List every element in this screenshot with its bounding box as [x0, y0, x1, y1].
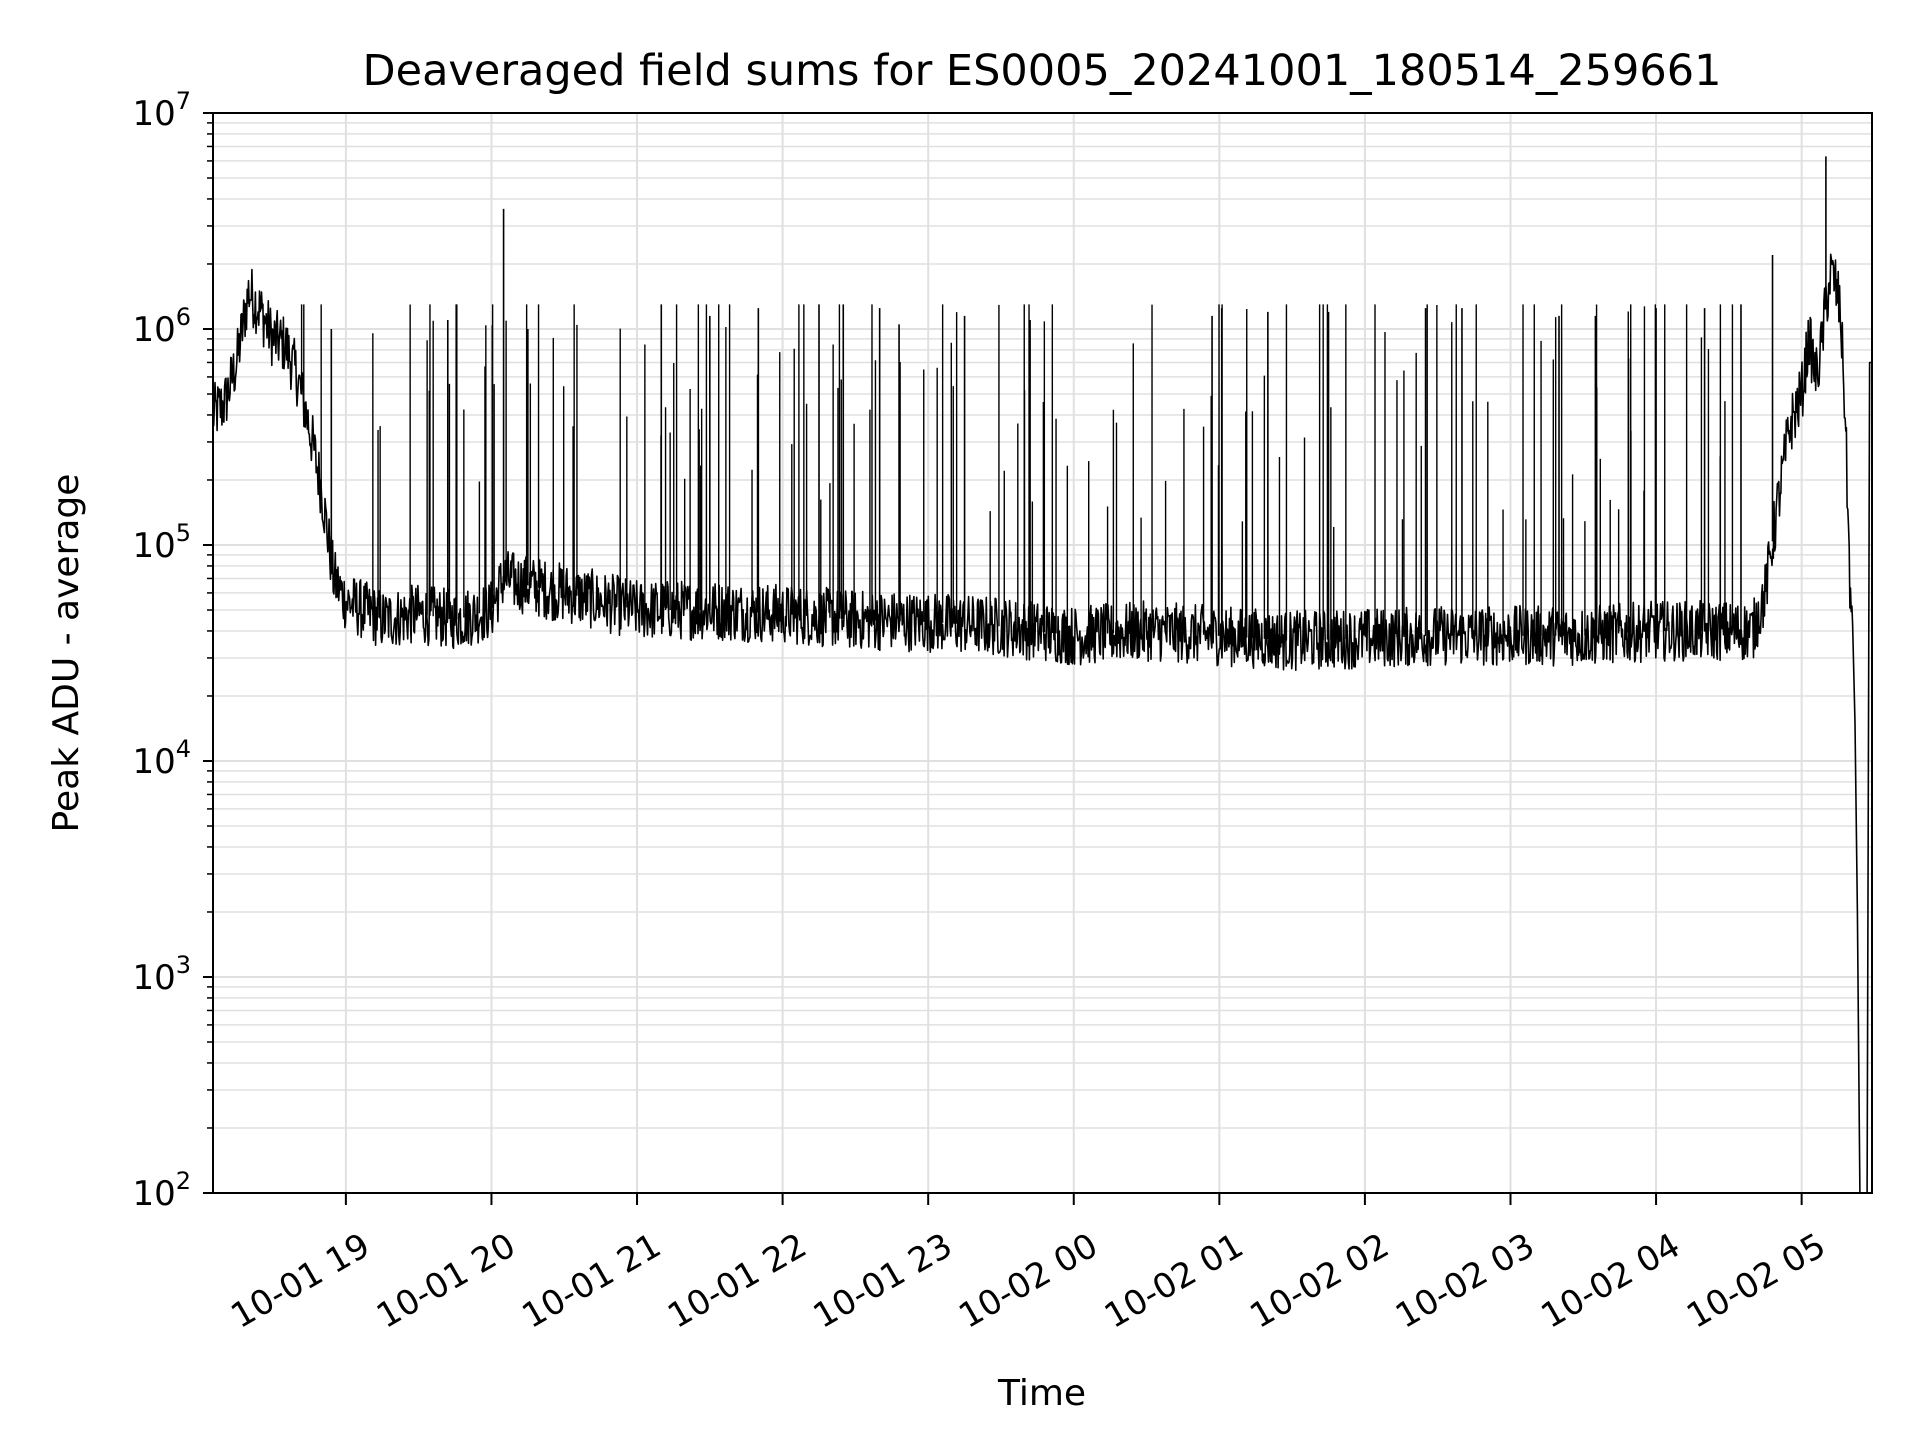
y-tick-label: 102	[132, 1167, 191, 1214]
x-axis-label: Time	[997, 1373, 1086, 1414]
y-tick-label: 107	[132, 87, 191, 134]
plot-area	[213, 156, 1872, 1193]
y-axis-label: Peak ADU - average	[46, 474, 87, 833]
chart-title: Deaveraged field sums for ES0005_2024100…	[363, 46, 1722, 96]
y-tick-label: 103	[132, 951, 191, 998]
y-tick-label: 104	[132, 735, 191, 782]
plot-frame	[212, 112, 1873, 1194]
series-line	[213, 253, 1872, 1193]
y-axis: 102 103 104 105 106 107	[132, 87, 213, 1214]
y-tick-label: 106	[132, 303, 191, 350]
y-tick-label: 105	[132, 519, 191, 566]
